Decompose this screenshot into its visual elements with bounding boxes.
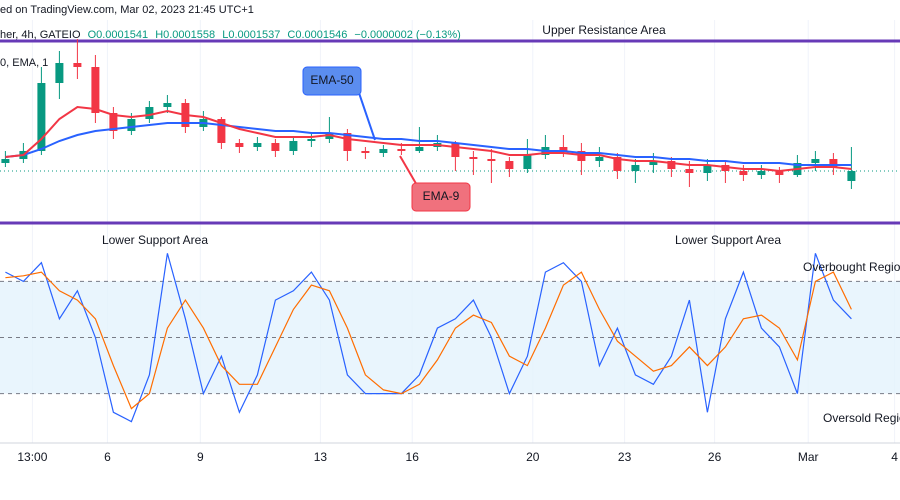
candle-body	[127, 119, 136, 131]
candle-body	[469, 157, 478, 159]
x-tick-label: 13	[314, 450, 328, 464]
candle-body	[109, 113, 118, 131]
candle-body	[145, 107, 154, 119]
candle-body	[739, 171, 748, 175]
support-label: Lower Support Area	[102, 233, 208, 247]
callout-box	[411, 182, 471, 212]
x-tick-label: 6	[104, 450, 111, 464]
candle-body	[847, 171, 856, 181]
candle-body	[163, 103, 172, 107]
candle-body	[757, 171, 766, 175]
x-tick-label: 13:00	[17, 450, 47, 464]
candle-body	[343, 133, 352, 151]
candle-body	[649, 161, 658, 165]
candle-body	[361, 151, 370, 153]
x-tick-label: Mar	[798, 450, 819, 464]
oversold-label: Oversold Regio	[823, 411, 900, 425]
ema-line	[5, 122, 852, 166]
candle-body	[307, 139, 316, 141]
stoch-line	[5, 271, 852, 410]
candle-body	[37, 83, 46, 151]
x-tick-label: 9	[197, 450, 204, 464]
candle-body	[1, 159, 10, 163]
resistance-label: Upper Resistance Area	[542, 23, 666, 37]
candle-body	[253, 143, 262, 147]
ema-line	[5, 105, 852, 173]
source-text: ed on TradingView.com, Mar 02, 2023 21:4…	[0, 4, 254, 16]
candle-body	[415, 147, 424, 151]
callout-box	[302, 66, 362, 96]
candle-body	[829, 159, 838, 167]
x-tick-label: 4	[891, 450, 898, 464]
candle-body	[523, 155, 532, 169]
indicator-label: 0, EMA, 1	[0, 57, 48, 69]
ohlc-line: her, 4h, GATEIO O0.0001541 H0.0001558 L0…	[0, 29, 461, 41]
candle-body	[379, 149, 388, 153]
candle-body	[613, 157, 622, 171]
change-value: −0.0000002 (−0.13%)	[354, 29, 460, 41]
x-tick-label: 20	[526, 450, 540, 464]
candle-body	[235, 143, 244, 147]
candle-body	[703, 165, 712, 173]
candle-body	[505, 161, 514, 169]
candle-body	[217, 119, 226, 143]
callout-text: EMA-50	[310, 73, 354, 87]
candle-body	[595, 157, 604, 161]
stoch-line	[5, 253, 852, 423]
candle-body	[55, 63, 64, 83]
callout-text: EMA-9	[423, 189, 460, 203]
ema9-callout: EMA-9	[399, 155, 471, 212]
candle-body	[451, 143, 460, 157]
open-value: O0.0001541	[88, 29, 149, 41]
candle-body	[811, 159, 820, 163]
candle-body	[631, 165, 640, 171]
x-tick-label: 23	[618, 450, 632, 464]
candle-body	[559, 147, 568, 151]
overbought-label: Overbought Regio	[803, 260, 900, 274]
x-tick-label: 26	[708, 450, 722, 464]
high-value: H0.0001558	[155, 29, 215, 41]
candle-body	[271, 143, 280, 151]
plot-area	[0, 39, 900, 423]
low-value: L0.0001537	[222, 29, 280, 41]
candle-body	[289, 141, 298, 151]
x-tick-label: 16	[406, 450, 420, 464]
candle-body	[667, 161, 676, 169]
symbol: her, 4h, GATEIO	[0, 29, 81, 41]
callout-pointer	[399, 155, 419, 188]
candle-body	[73, 63, 82, 67]
ema50-callout: EMA-50	[302, 66, 376, 141]
candle-body	[685, 169, 694, 173]
candle-body	[487, 159, 496, 161]
candle-body	[775, 171, 784, 175]
candle-body	[397, 149, 406, 151]
candle-body	[91, 67, 100, 113]
support-label: Lower Support Area	[675, 233, 781, 247]
close-value: C0.0001546	[287, 29, 347, 41]
callout-pointer	[357, 89, 376, 141]
